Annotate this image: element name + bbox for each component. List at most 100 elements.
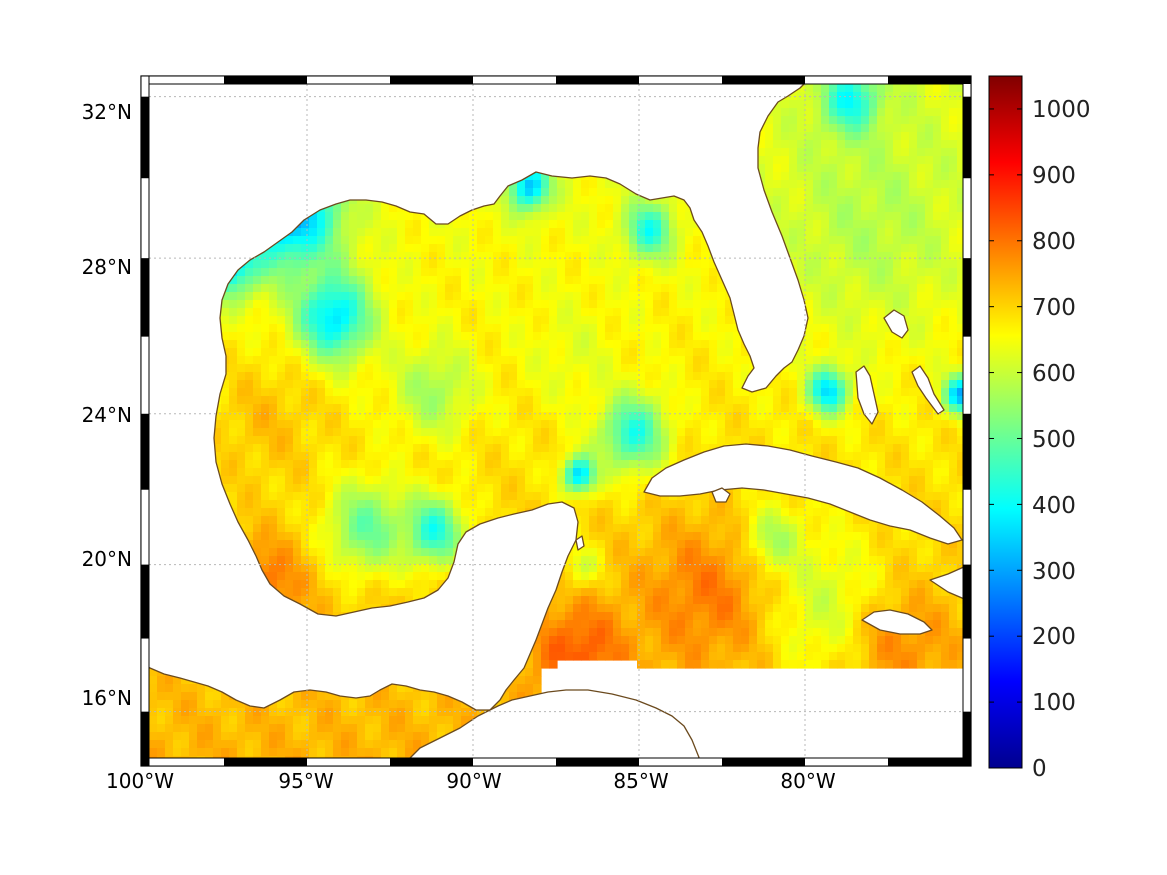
field-cell: [717, 292, 726, 301]
field-cell: [477, 468, 486, 477]
field-cell: [629, 220, 638, 229]
field-cell: [949, 364, 958, 373]
field-cell: [853, 100, 862, 109]
field-cell: [413, 308, 422, 317]
field-cell: [949, 348, 958, 357]
field-cell: [589, 196, 598, 205]
field-cell: [453, 252, 462, 261]
field-cell: [469, 268, 478, 277]
field-cell: [709, 324, 718, 333]
field-cell: [605, 388, 614, 397]
field-cell: [581, 196, 590, 205]
field-cell: [581, 356, 590, 365]
field-cell: [357, 244, 366, 253]
field-cell: [805, 276, 814, 285]
field-cell: [781, 236, 790, 245]
field-cell: [885, 300, 894, 309]
field-cell: [781, 204, 790, 213]
field-cell: [285, 468, 294, 477]
field-cell: [493, 444, 502, 453]
field-cell: [221, 292, 230, 301]
field-cell: [365, 396, 374, 405]
field-cell: [709, 276, 718, 285]
field-cell: [269, 252, 278, 261]
field-cell: [613, 244, 622, 253]
field-cell: [797, 148, 806, 157]
field-cell: [581, 460, 590, 469]
field-cell: [933, 292, 942, 301]
field-cell: [765, 188, 774, 197]
field-cell: [429, 444, 438, 453]
field-cell: [741, 388, 750, 397]
field-cell: [373, 364, 382, 373]
field-cell: [837, 428, 846, 437]
field-cell: [237, 308, 246, 317]
field-cell: [269, 444, 278, 453]
field-cell: [565, 356, 574, 365]
field-cell: [261, 268, 270, 277]
field-cell: [277, 308, 286, 317]
field-cell: [229, 404, 238, 413]
field-cell: [949, 204, 958, 213]
field-cell: [709, 300, 718, 309]
field-cell: [837, 420, 846, 429]
field-cell: [389, 228, 398, 237]
field-cell: [317, 396, 326, 405]
field-cell: [621, 196, 630, 205]
field-cell: [245, 292, 254, 301]
field-cell: [829, 244, 838, 253]
field-cell: [309, 412, 318, 421]
field-cell: [781, 380, 790, 389]
field-cell: [653, 372, 662, 381]
field-cell: [445, 324, 454, 333]
field-cell: [605, 372, 614, 381]
field-cell: [565, 420, 574, 429]
field-cell: [701, 276, 710, 285]
field-cell: [445, 292, 454, 301]
field-cell: [237, 316, 246, 325]
field-cell: [533, 324, 542, 333]
field-cell: [261, 428, 270, 437]
field-cell: [541, 204, 550, 213]
field-cell: [853, 300, 862, 309]
field-cell: [373, 428, 382, 437]
field-cell: [293, 308, 302, 317]
field-cell: [421, 316, 430, 325]
field-cell: [925, 292, 934, 301]
field-cell: [301, 412, 310, 421]
field-cell: [253, 396, 262, 405]
field-cell: [389, 340, 398, 349]
field-cell: [301, 276, 310, 285]
field-cell: [621, 452, 630, 461]
field-cell: [765, 156, 774, 165]
field-cell: [213, 428, 222, 437]
field-cell: [957, 228, 966, 237]
field-cell: [701, 252, 710, 261]
field-cell: [917, 420, 926, 429]
field-cell: [349, 220, 358, 229]
field-cell: [829, 84, 838, 93]
field-cell: [869, 340, 878, 349]
field-cell: [565, 220, 574, 229]
field-cell: [509, 300, 518, 309]
field-cell: [541, 468, 550, 477]
field-cell: [285, 252, 294, 261]
field-cell: [925, 428, 934, 437]
field-cell: [253, 356, 262, 365]
field-cell: [613, 388, 622, 397]
field-cell: [421, 332, 430, 341]
field-cell: [421, 420, 430, 429]
field-cell: [581, 236, 590, 245]
field-cell: [901, 268, 910, 277]
field-cell: [357, 388, 366, 397]
field-cell: [653, 348, 662, 357]
field-cell: [293, 356, 302, 365]
field-cell: [781, 116, 790, 125]
field-cell: [589, 428, 598, 437]
field-cell: [365, 244, 374, 253]
field-cell: [325, 260, 334, 269]
field-cell: [509, 340, 518, 349]
field-cell: [485, 444, 494, 453]
field-cell: [229, 436, 238, 445]
field-cell: [397, 452, 406, 461]
